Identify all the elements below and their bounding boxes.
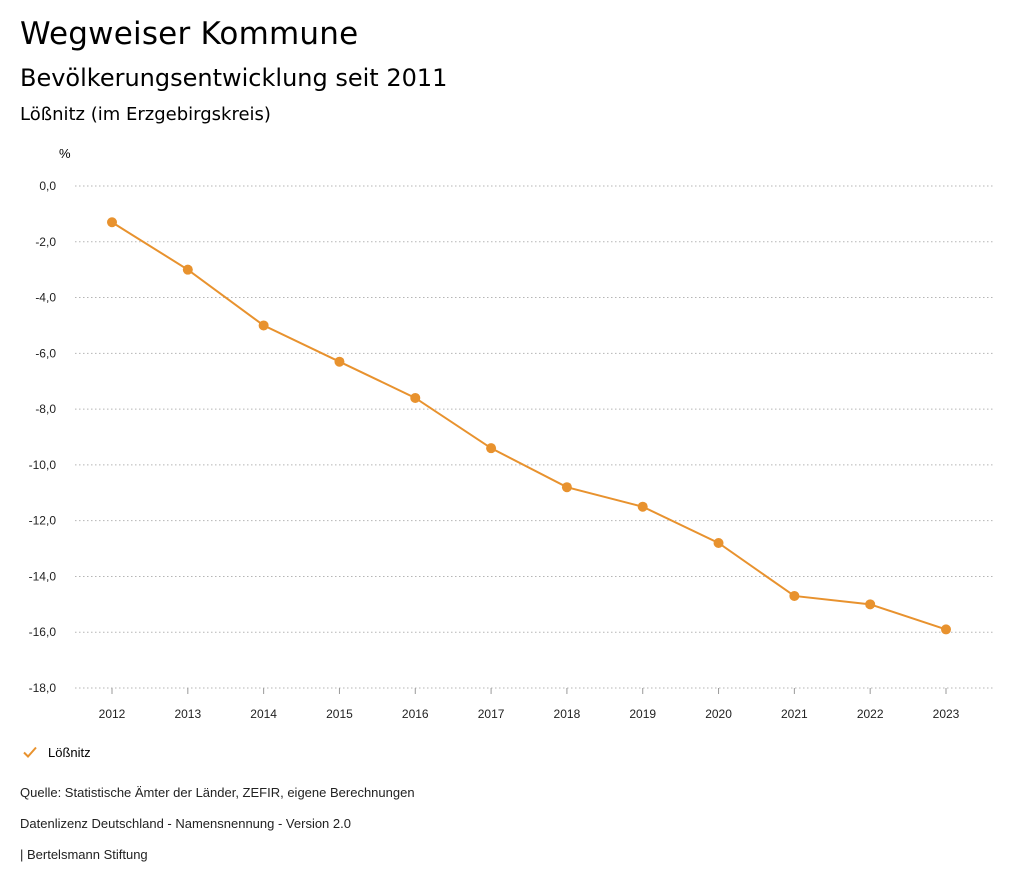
series-loessnitz: [107, 217, 951, 635]
legend-item-loessnitz[interactable]: Lößnitz: [22, 744, 91, 760]
data-point[interactable]: [182, 264, 193, 275]
region-label: Lößnitz (im Erzgebirgskreis): [20, 104, 271, 125]
y-axis-ticks: 0,0 -2,0 -4,0 -6,0 -8,0 -10,0 -12,0 -14,0 -16,0 -…: [29, 179, 57, 695]
y-tick-label: -14,0: [29, 569, 57, 583]
x-tick-label: 2014: [250, 707, 277, 721]
y-tick-label: -10,0: [29, 458, 57, 472]
data-point[interactable]: [941, 624, 951, 635]
x-tick-label: 2022: [857, 707, 884, 721]
y-tick-label: -4,0: [35, 291, 56, 305]
line-chart: 0,0 -2,0 -4,0 -6,0 -8,0 -10,0 -12,0 -14,0 -16,0 -…: [29, 179, 993, 721]
x-tick-label: 2013: [174, 707, 201, 721]
data-point[interactable]: [410, 392, 421, 403]
data-point[interactable]: [713, 537, 724, 548]
x-tick-label: 2018: [554, 707, 581, 721]
grid-lines: [75, 185, 993, 689]
y-axis-unit: %: [59, 146, 71, 161]
y-tick-label: -8,0: [35, 402, 56, 416]
y-tick-label: -6,0: [35, 346, 56, 360]
data-point[interactable]: [561, 482, 572, 493]
y-tick-label: -2,0: [35, 235, 56, 249]
publisher-note[interactable]: | Bertelsmann Stiftung: [20, 847, 148, 862]
y-tick-label: -16,0: [29, 625, 57, 639]
y-tick-label: -12,0: [29, 514, 57, 528]
series-line: [111, 221, 947, 631]
check-icon: [23, 746, 37, 758]
source-note: Quelle: Statistische Ämter der Länder, Z…: [20, 785, 415, 800]
data-point[interactable]: [637, 501, 648, 512]
legend-label: Lößnitz: [48, 744, 91, 760]
y-tick-label: -18,0: [29, 681, 57, 695]
x-tick-label: 2012: [99, 707, 126, 721]
x-tick-label: 2019: [629, 707, 656, 721]
x-tick-label: 2023: [933, 707, 960, 721]
data-point[interactable]: [258, 320, 269, 331]
x-axis: 2012 2013 2014 2015 2016 2017 2018 2019 2020 2021…: [99, 688, 960, 721]
license-note: Datenlizenz Deutschland - Namensnennung …: [20, 816, 351, 831]
x-tick-label: 2020: [705, 707, 732, 721]
data-point[interactable]: [107, 217, 117, 228]
x-tick-label: 2016: [402, 707, 429, 721]
y-tick-label: 0,0: [39, 179, 56, 193]
data-point[interactable]: [789, 590, 800, 601]
data-point[interactable]: [865, 599, 876, 610]
x-tick-label: 2017: [478, 707, 505, 721]
page-title: Wegweiser Kommune: [20, 16, 359, 52]
x-tick-label: 2015: [326, 707, 353, 721]
x-tick-label: 2021: [781, 707, 808, 721]
data-point[interactable]: [334, 356, 345, 367]
chart-subtitle: Bevölkerungsentwicklung seit 2011: [20, 64, 448, 92]
data-point[interactable]: [486, 443, 497, 454]
